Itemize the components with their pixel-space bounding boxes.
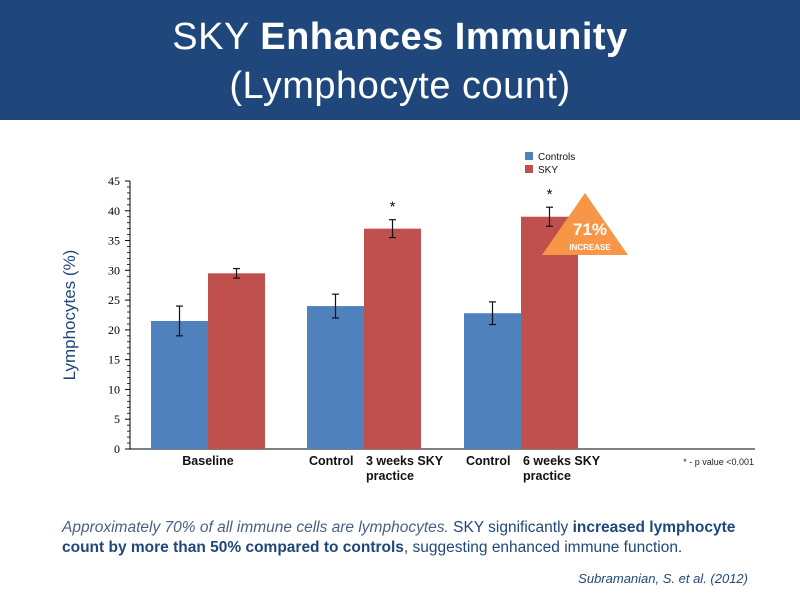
x-label-control: Control xyxy=(466,454,510,468)
summary-bold: increased lymphocyte count by more than … xyxy=(62,519,736,556)
y-tick-label: 20 xyxy=(108,323,120,337)
bar-sky-3 xyxy=(521,216,578,449)
page-subtitle: (Lymphocyte count) xyxy=(229,65,571,107)
y-tick-label: 30 xyxy=(108,263,120,277)
legend-label-controls: Controls xyxy=(538,152,575,163)
significance-star: * xyxy=(547,186,553,203)
bar-sky-2 xyxy=(364,228,421,449)
y-tick-label: 35 xyxy=(108,234,120,248)
y-tick-label: 45 xyxy=(108,174,120,188)
increase-badge-value: 71% xyxy=(573,220,607,239)
summary-normal-2: , suggesting enhanced immune function. xyxy=(403,539,683,556)
x-label-sky-practice: practice xyxy=(366,469,414,483)
legend-label-sky: SKY xyxy=(538,165,558,176)
summary-italic-lead: Approximately 70% of all immune cells ar… xyxy=(62,519,449,536)
bar-sky-1 xyxy=(208,273,265,449)
bar-controls-2 xyxy=(307,306,364,449)
y-tick-label: 25 xyxy=(108,293,120,307)
title-banner: SKY Enhances Immunity (Lymphocyte count) xyxy=(0,0,800,120)
x-label-sky-practice: 6 weeks SKY xyxy=(523,454,601,468)
x-label-sky-practice: 3 weeks SKY xyxy=(366,454,444,468)
x-label-baseline: Baseline xyxy=(182,454,233,468)
bar-controls-1 xyxy=(151,320,208,449)
y-tick-label: 40 xyxy=(108,204,120,218)
increase-badge-label: INCREASE xyxy=(569,243,611,252)
citation: Subramanian, S. et al. (2012) xyxy=(578,571,748,586)
lymphocyte-bar-chart: Lymphocytes (%) 0 5 10 15 20 25 30 35 40 45 * * Basel… xyxy=(60,152,755,483)
y-axis-label: Lymphocytes (%) xyxy=(60,250,79,381)
x-label-control: Control xyxy=(309,454,353,468)
page-title: SKY Enhances Immunity xyxy=(0,14,800,60)
title-enhances-immunity: Enhances Immunity xyxy=(260,16,628,58)
summary-normal-1: SKY significantly xyxy=(448,519,573,536)
y-tick-label: 5 xyxy=(114,412,120,426)
bar-controls-3 xyxy=(464,313,521,449)
legend-swatch-sky xyxy=(525,165,533,173)
y-tick-label: 0 xyxy=(114,442,120,456)
legend-swatch-controls xyxy=(525,152,533,160)
x-label-sky-practice: practice xyxy=(523,469,571,483)
summary-text: Approximately 70% of all immune cells ar… xyxy=(62,518,762,558)
y-tick-label: 10 xyxy=(108,382,120,396)
title-sky: SKY xyxy=(172,16,250,58)
p-value-note: * - p value <0.001 xyxy=(683,457,754,467)
increase-badge-triangle xyxy=(542,193,628,255)
significance-star: * xyxy=(390,199,396,216)
y-tick-label: 15 xyxy=(108,353,120,367)
